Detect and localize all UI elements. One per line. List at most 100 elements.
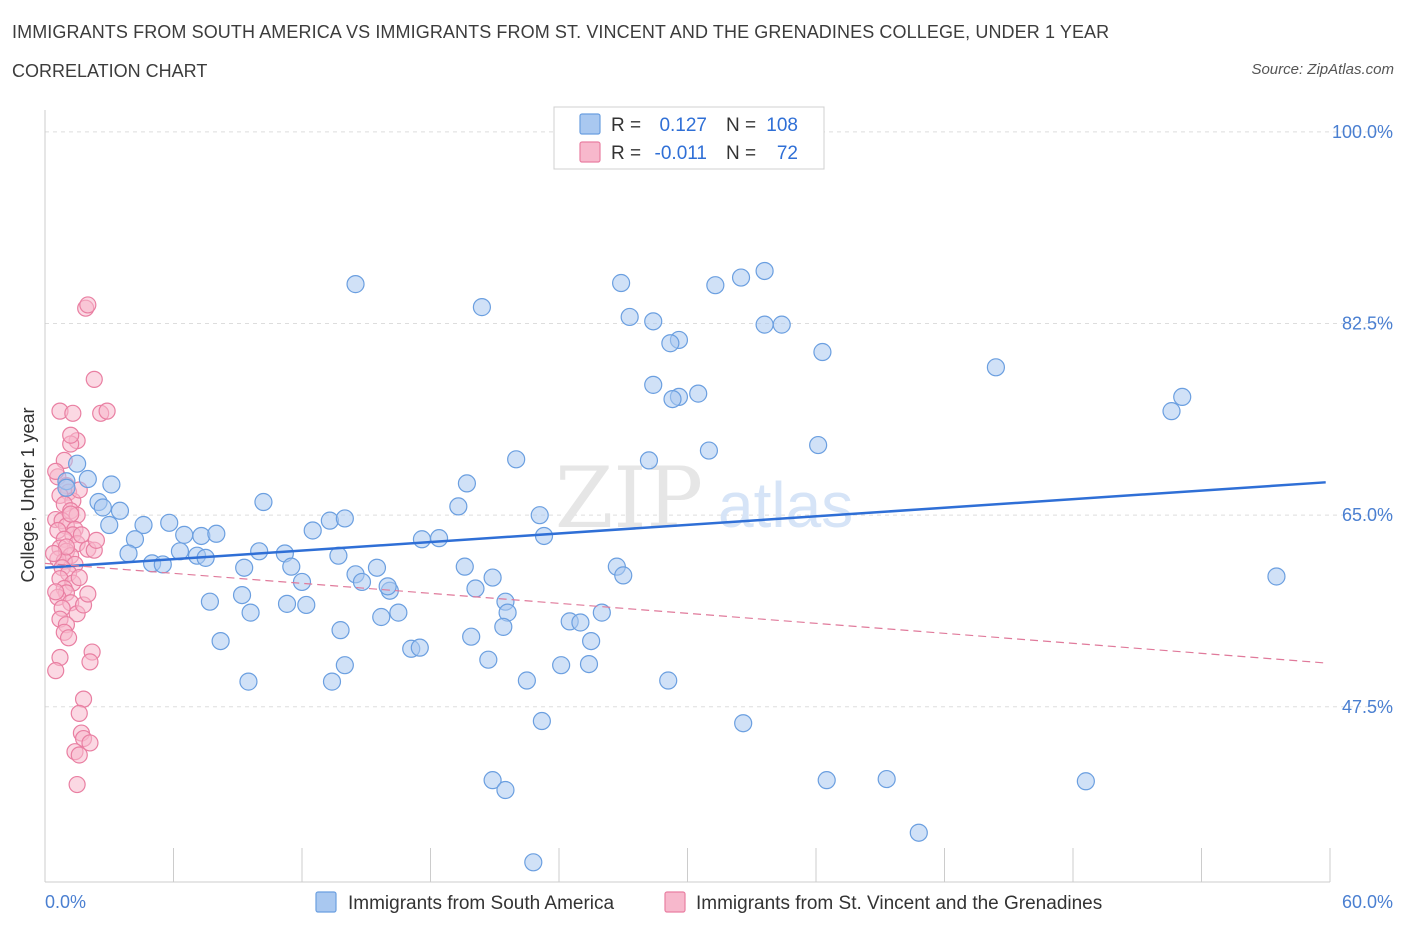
legend-bottom: Immigrants from South America Immigrants… [315, 891, 1102, 914]
point-st-vincent [62, 426, 80, 444]
bottom-legend-swatch-pink [664, 891, 686, 913]
point-south-america [282, 557, 301, 576]
bottom-legend-swatch-blue [315, 891, 337, 913]
point-south-america [494, 617, 513, 636]
point-south-america [462, 627, 481, 646]
point-south-america [639, 451, 659, 470]
point-south-america [372, 607, 391, 627]
legend-r-value-pink: -0.011 [655, 143, 707, 164]
point-south-america [809, 435, 828, 455]
point-st-vincent [74, 690, 93, 708]
legend-n-label-blue: N = [726, 115, 756, 136]
point-south-america [239, 672, 258, 691]
point-south-america [1267, 567, 1286, 586]
point-south-america [175, 525, 194, 544]
point-st-vincent [44, 544, 63, 563]
legend-r-value-blue: 0.127 [659, 115, 707, 136]
point-south-america [110, 501, 130, 520]
point-south-america [699, 441, 719, 460]
point-south-america [1173, 387, 1192, 406]
point-south-america [483, 771, 502, 790]
point-south-america [331, 621, 350, 640]
point-south-america [659, 671, 678, 690]
legend-swatch-pink [579, 141, 601, 163]
point-south-america [200, 592, 220, 611]
point-st-vincent [59, 629, 78, 647]
y-tick-label: 100.0% [1332, 122, 1393, 142]
point-south-america [661, 334, 680, 353]
x-tick-label: 0.0% [45, 892, 86, 912]
point-south-america [346, 275, 365, 294]
point-south-america [134, 515, 153, 535]
point-south-america [232, 586, 252, 605]
trend-line-south-america [44, 481, 1326, 569]
point-south-america [620, 307, 639, 327]
point-south-america [119, 544, 138, 563]
trend-layer [44, 481, 1326, 664]
point-south-america [612, 273, 631, 293]
point-south-america [579, 654, 599, 674]
y-tick-label: 82.5% [1342, 314, 1393, 334]
point-south-america [813, 342, 832, 362]
point-south-america [192, 526, 211, 546]
point-south-america [1076, 772, 1095, 791]
point-st-vincent [64, 404, 82, 422]
point-south-america [250, 542, 269, 561]
point-st-vincent [47, 662, 65, 680]
point-st-vincent [79, 585, 97, 603]
point-south-america [472, 298, 491, 317]
point-south-america [57, 478, 76, 497]
source-label: Source: ZipAtlas.com [1251, 61, 1394, 78]
point-south-america [1162, 402, 1181, 421]
point-south-america [517, 671, 536, 690]
point-south-america [755, 315, 774, 334]
point-south-america [207, 524, 226, 543]
point-st-vincent [81, 734, 99, 752]
point-south-america [507, 450, 526, 469]
legend-r-label-blue: R = [611, 115, 641, 136]
point-south-america [817, 771, 836, 790]
point-south-america [592, 603, 611, 622]
point-south-america [367, 558, 387, 577]
point-south-america [277, 594, 297, 613]
point-st-vincent [79, 296, 97, 314]
point-south-america [772, 315, 791, 334]
point-south-america [322, 672, 342, 691]
axis-layer: 0.0% 60.0% [44, 110, 1393, 912]
legend-swatch-blue [579, 113, 601, 135]
point-st-vincent [70, 704, 88, 722]
point-south-america [297, 595, 316, 615]
point-south-america [378, 577, 397, 596]
point-south-america [706, 276, 725, 295]
point-south-america [755, 261, 774, 281]
chart-subtitle: CORRELATION CHART [12, 61, 208, 81]
point-st-vincent [85, 370, 103, 388]
point-south-america [644, 375, 663, 394]
point-south-america [530, 506, 549, 525]
point-st-vincent [47, 583, 65, 601]
point-south-america [93, 498, 112, 517]
point-st-vincent [87, 531, 106, 549]
point-south-america [160, 513, 179, 532]
point-south-america [582, 631, 601, 651]
point-st-vincent [70, 746, 88, 764]
point-south-america [457, 474, 477, 493]
point-south-america [335, 656, 354, 675]
point-south-america [335, 509, 354, 528]
point-south-america [689, 384, 708, 403]
point-st-vincent [98, 402, 116, 420]
legend-n-value-pink: 72 [777, 143, 798, 164]
watermark-atlas: atlas [718, 469, 853, 541]
point-south-america [211, 631, 230, 651]
point-st-vincent [72, 526, 91, 544]
point-south-america [986, 358, 1006, 377]
y-axis-label: College, Under 1 year [18, 407, 38, 582]
point-south-america [663, 389, 682, 409]
point-south-america [78, 469, 97, 489]
point-south-america [320, 511, 339, 530]
point-south-america [614, 566, 633, 585]
point-st-vincent [62, 505, 80, 523]
grid-layer: 100.0% 82.5% 65.0% 47.5% [45, 122, 1393, 717]
point-south-america [483, 568, 502, 587]
